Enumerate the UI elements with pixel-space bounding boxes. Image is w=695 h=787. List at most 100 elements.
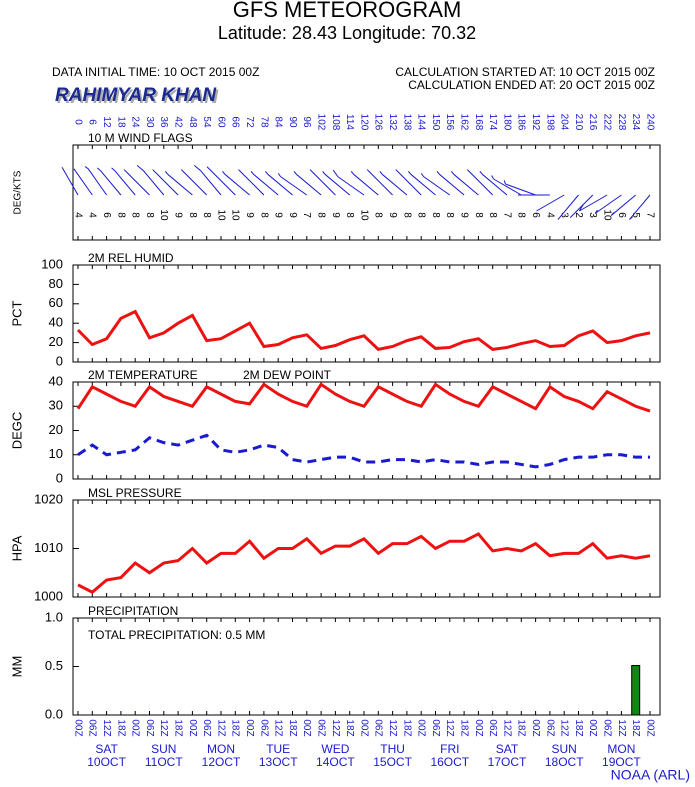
wind-barb (332, 169, 365, 196)
time-label: 12Z (215, 719, 226, 736)
wind-barb (250, 171, 279, 196)
time-label: 00Z (358, 719, 369, 736)
wind-barb (536, 194, 565, 212)
time-label: 06Z (430, 719, 441, 736)
legend-label: 2M DEW POINT (243, 368, 332, 382)
wind-barb (503, 180, 536, 196)
y-tick-label: 0 (56, 353, 63, 368)
time-label: 06Z (201, 719, 212, 736)
time-label: 12Z (559, 719, 570, 736)
time-label: 00Z (301, 719, 312, 736)
hour-label: 12 (101, 116, 112, 128)
hour-label: 114 (344, 114, 355, 130)
time-label: 06Z (315, 719, 326, 736)
day-date: 14OCT (316, 755, 355, 769)
y-axis-label: DEGC (9, 412, 24, 450)
y-tick-label: 30 (49, 398, 63, 413)
wind-speed: 9 (458, 212, 469, 218)
wind-barb (293, 171, 322, 196)
wind-barb (123, 169, 150, 196)
hour-label: 120 (358, 114, 369, 131)
time-label: 00Z (530, 719, 541, 736)
wind-barb (206, 166, 236, 196)
day-date: 11OCT (145, 755, 183, 769)
hour-label: 126 (373, 114, 384, 131)
wind-speed: 8 (401, 212, 412, 218)
hour-label: 138 (401, 114, 412, 131)
wind-barb (436, 171, 465, 196)
time-label: 18Z (630, 719, 641, 736)
wind-speed: 8 (487, 212, 498, 218)
series-line (77, 433, 650, 469)
day-name: TUE (266, 742, 290, 756)
wind-speed: 10 (230, 209, 241, 221)
panel-title: PRECIPITATION (88, 604, 178, 618)
wind-speed: 6 (616, 212, 627, 218)
wind-barb (594, 194, 622, 214)
wind-barb (73, 168, 93, 196)
hour-label: 72 (244, 116, 255, 128)
hour-label: 210 (573, 114, 584, 131)
day-date: 17OCT (488, 755, 527, 769)
hour-label: 48 (187, 116, 198, 128)
hour-label: 156 (444, 114, 455, 131)
hour-label: 228 (616, 114, 627, 131)
time-label: 00Z (244, 719, 255, 736)
wind-barb (557, 194, 579, 220)
wind-speed: 10 (601, 209, 612, 221)
hour-label: 18 (115, 116, 126, 128)
wind-barb (569, 194, 594, 218)
day-name: SUN (552, 742, 577, 756)
time-label: 00Z (473, 719, 484, 736)
y-tick-label: 10 (49, 446, 63, 461)
wind-barb (578, 194, 608, 212)
wind-speed: 8 (115, 212, 126, 218)
series-line (76, 382, 651, 413)
y-tick-label: 60 (49, 295, 63, 310)
time-label: 12Z (273, 719, 284, 736)
time-label: 06Z (144, 719, 155, 736)
initial-time: DATA INITIAL TIME: 10 OCT 2015 00Z (52, 65, 259, 79)
wind-speed: 10 (215, 209, 226, 221)
time-label: 18Z (401, 719, 412, 736)
wind-speed: 8 (473, 212, 484, 218)
time-label: 00Z (416, 719, 427, 736)
wind-barb (96, 167, 122, 196)
day-name: SAT (95, 742, 118, 756)
hour-label: 216 (587, 114, 598, 131)
hour-label: 30 (144, 116, 155, 128)
wind-speed: 6 (101, 212, 112, 218)
hour-label: 96 (301, 116, 312, 128)
hour-label: 150 (430, 114, 441, 131)
wind-speed: 8 (130, 212, 141, 218)
wind-speed: 8 (430, 212, 441, 218)
day-date: 10OCT (87, 755, 126, 769)
wind-speed: 4 (544, 212, 555, 218)
wind-speed: 8 (444, 212, 455, 218)
day-date: 13OCT (259, 755, 298, 769)
day-name: THU (380, 742, 405, 756)
wind-barb (466, 169, 494, 196)
wind-barb (420, 173, 451, 196)
hour-label: 192 (530, 114, 541, 131)
wind-barb (238, 169, 265, 196)
legend-label: 2M TEMPERATURE (88, 368, 198, 382)
y-tick-label: 0.5 (45, 658, 63, 673)
y-axis-label: MM (9, 656, 24, 678)
footer: NOAA (ARL) (611, 767, 690, 783)
calc-ended: CALCULATION ENDED AT: 20 OCT 2015 00Z (408, 78, 655, 92)
time-label: 18Z (115, 719, 126, 736)
wind-speed: 3 (587, 212, 598, 218)
hour-label: 66 (230, 116, 241, 128)
hour-label: 36 (158, 116, 169, 128)
wind-speed: 9 (172, 212, 183, 218)
hour-label: 234 (630, 114, 641, 131)
wind-barb (395, 169, 422, 196)
wind-speed: 10 (358, 209, 369, 221)
wind-speed: 2 (573, 212, 584, 218)
day-name: SUN (151, 742, 176, 756)
panel-frame (72, 144, 661, 241)
panel-frame (72, 381, 661, 480)
wind-speed: 4 (72, 212, 83, 218)
